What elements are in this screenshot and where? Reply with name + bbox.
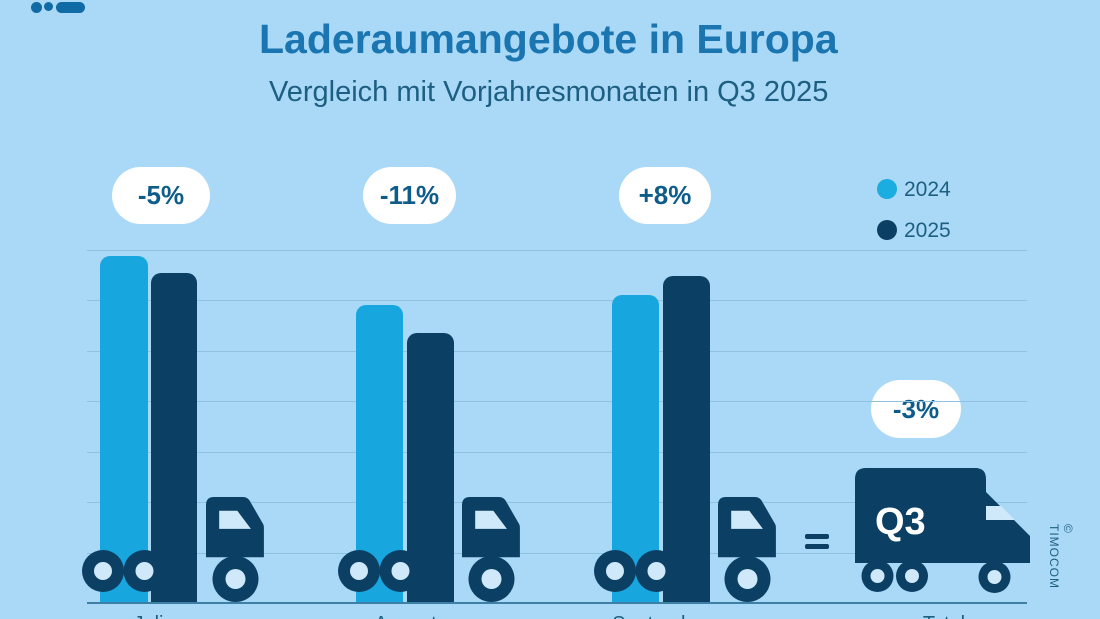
- svg-text:Q3: Q3: [875, 501, 926, 543]
